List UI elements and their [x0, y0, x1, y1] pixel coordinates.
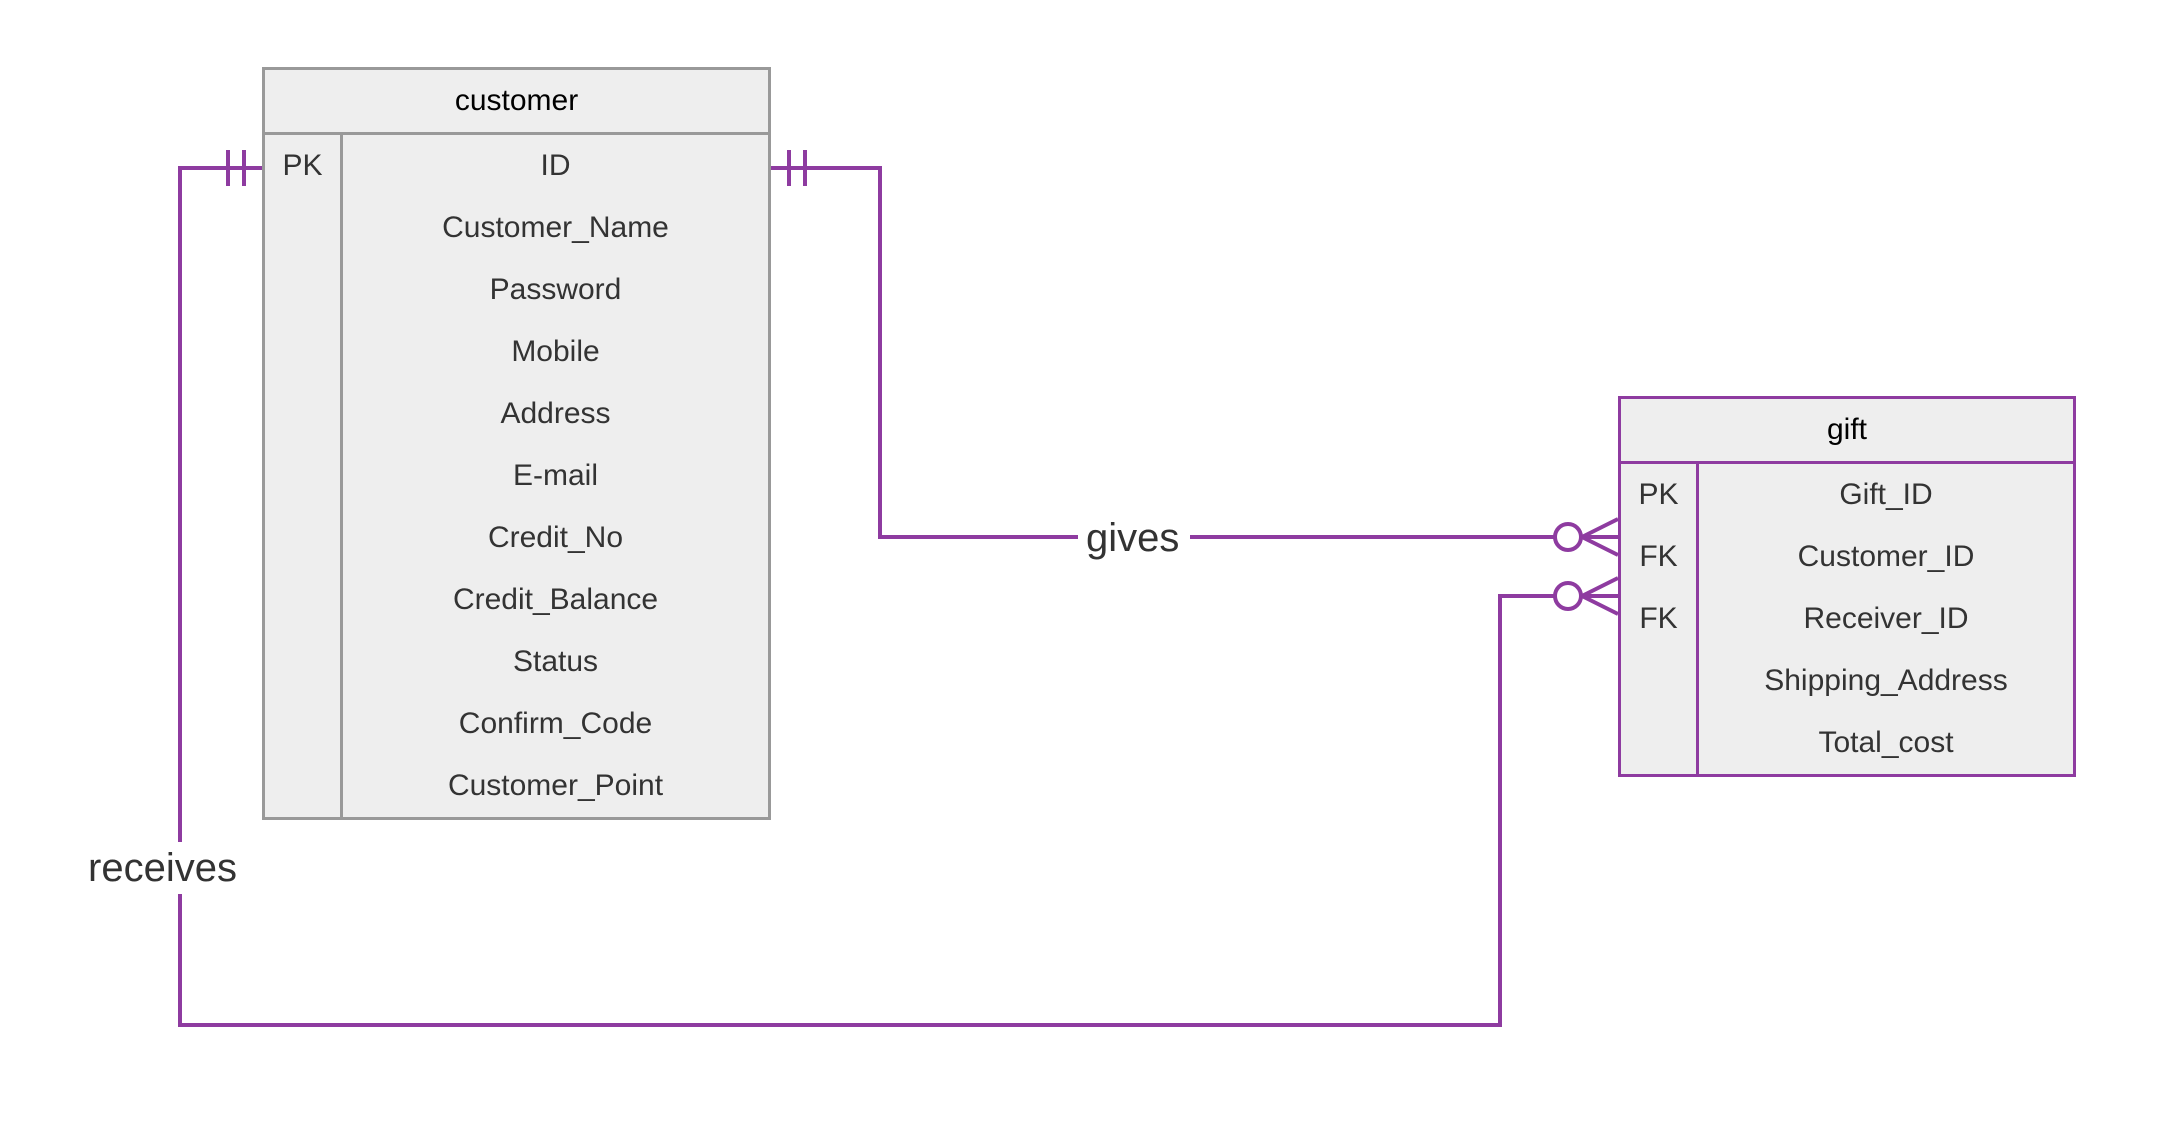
key-cell [265, 755, 340, 817]
attr-cell: Gift_ID [1699, 464, 2073, 526]
entity-customer: customer PK IDCustomer_NamePasswordMobil… [262, 67, 771, 820]
key-cell [1621, 650, 1696, 712]
attr-cell: Total_cost [1699, 712, 2073, 774]
attr-cell: Receiver_ID [1699, 588, 2073, 650]
key-cell [265, 383, 340, 445]
entity-customer-body: PK IDCustomer_NamePasswordMobileAddressE… [265, 135, 768, 817]
attr-cell: Address [343, 383, 768, 445]
entity-customer-title: customer [265, 70, 768, 135]
key-cell [1621, 712, 1696, 774]
key-cell [265, 693, 340, 755]
key-cell [265, 507, 340, 569]
key-cell [265, 321, 340, 383]
entity-customer-key-column: PK [265, 135, 343, 817]
attr-cell: ID [343, 135, 768, 197]
attr-cell: Confirm_Code [343, 693, 768, 755]
attr-cell: Mobile [343, 321, 768, 383]
attr-cell: Customer_Name [343, 197, 768, 259]
entity-gift-key-column: PKFKFK [1621, 464, 1699, 774]
attr-cell: Password [343, 259, 768, 321]
entity-gift-title: gift [1621, 399, 2073, 464]
relationship-label-gives: gives [1080, 516, 1185, 561]
key-cell: FK [1621, 588, 1696, 650]
attr-cell: Customer_Point [343, 755, 768, 817]
key-cell [265, 569, 340, 631]
entity-gift: gift PKFKFK Gift_IDCustomer_IDReceiver_I… [1618, 396, 2076, 777]
key-cell [265, 197, 340, 259]
key-cell [265, 445, 340, 507]
attr-cell: E-mail [343, 445, 768, 507]
relationship-label-receives: receives [82, 846, 243, 891]
attr-cell: Status [343, 631, 768, 693]
key-cell: FK [1621, 526, 1696, 588]
attr-cell: Shipping_Address [1699, 650, 2073, 712]
entity-gift-body: PKFKFK Gift_IDCustomer_IDReceiver_IDShip… [1621, 464, 2073, 774]
entity-gift-attr-column: Gift_IDCustomer_IDReceiver_IDShipping_Ad… [1699, 464, 2073, 774]
key-cell [265, 259, 340, 321]
attr-cell: Credit_No [343, 507, 768, 569]
entity-customer-attr-column: IDCustomer_NamePasswordMobileAddressE-ma… [343, 135, 768, 817]
key-cell [265, 631, 340, 693]
attr-cell: Customer_ID [1699, 526, 2073, 588]
attr-cell: Credit_Balance [343, 569, 768, 631]
key-cell: PK [265, 135, 340, 197]
key-cell: PK [1621, 464, 1696, 526]
